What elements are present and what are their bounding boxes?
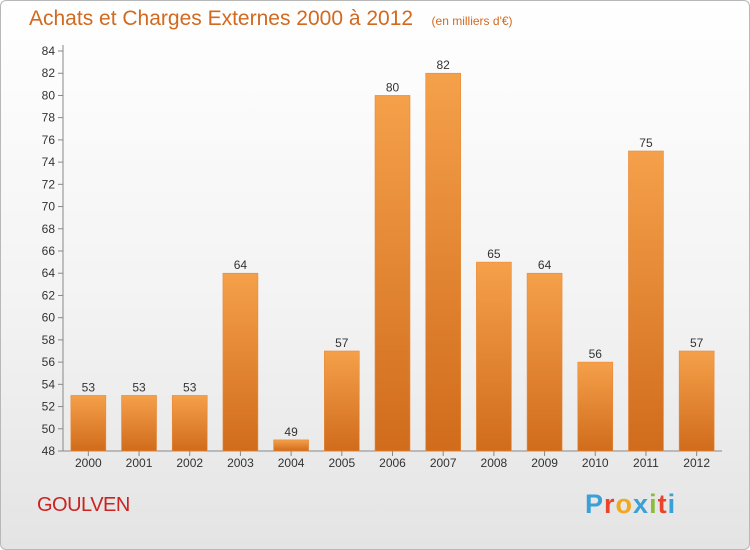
x-tick-label: 2004 xyxy=(278,456,305,470)
value-label: 49 xyxy=(284,425,298,439)
x-tick-label: 2008 xyxy=(481,456,508,470)
x-tick-label: 2002 xyxy=(176,456,203,470)
bar-2012 xyxy=(678,350,715,452)
y-tick-label: 76 xyxy=(42,133,56,147)
value-label: 75 xyxy=(639,136,653,150)
logo-letter: i xyxy=(667,489,677,519)
logo-letter: x xyxy=(633,489,650,519)
y-tick-label: 84 xyxy=(42,44,56,58)
y-tick-label: 74 xyxy=(42,155,56,169)
logo-letter: P xyxy=(585,489,605,519)
chart-title: Achats et Charges Externes 2000 à 2012 xyxy=(29,7,414,30)
title-row: Achats et Charges Externes 2000 à 2012 (… xyxy=(29,7,513,31)
value-label: 56 xyxy=(589,347,603,361)
y-tick-label: 68 xyxy=(42,222,56,236)
logo-letter: i xyxy=(649,489,658,519)
logo-letter: r xyxy=(604,489,616,519)
y-tick-label: 50 xyxy=(42,422,56,436)
x-tick-label: 2001 xyxy=(126,456,153,470)
value-label: 64 xyxy=(234,258,248,272)
value-label: 57 xyxy=(690,336,704,350)
y-tick-label: 48 xyxy=(42,444,56,458)
location-name: GOULVEN xyxy=(37,494,130,516)
y-tick-label: 66 xyxy=(42,244,56,258)
value-label: 65 xyxy=(487,247,501,261)
value-label: 82 xyxy=(437,58,451,72)
y-tick-label: 78 xyxy=(42,111,56,125)
value-label: 57 xyxy=(335,336,349,350)
y-tick-label: 70 xyxy=(42,200,56,214)
value-labels: 53 53 53 64 49 57 80 82 65 64 56 75 57 xyxy=(82,58,704,439)
bar-2000 xyxy=(70,395,107,452)
bar-2001 xyxy=(121,395,157,452)
y-tick-label: 60 xyxy=(42,311,56,325)
y-axis: 48 50 52 54 56 58 60 62 64 66 68 70 72 74 76 78 80 82 84 xyxy=(42,44,64,458)
bar-2004 xyxy=(273,439,309,452)
x-tick-label: 2003 xyxy=(227,456,254,470)
y-tick-label: 54 xyxy=(42,377,56,391)
value-label: 53 xyxy=(183,380,197,394)
bar-2005 xyxy=(324,350,360,452)
x-tick-label: 2009 xyxy=(531,456,558,470)
x-tick-label: 2006 xyxy=(379,456,406,470)
chart-subtitle: (en milliers d'€) xyxy=(431,14,513,28)
logo-letter: o xyxy=(615,489,634,519)
bar-2010 xyxy=(577,361,614,452)
x-tick-label: 2000 xyxy=(75,456,102,470)
bar-2011 xyxy=(628,150,664,452)
y-tick-label: 58 xyxy=(42,333,56,347)
y-tick-label: 62 xyxy=(42,288,56,302)
y-tick-label: 56 xyxy=(42,355,56,369)
value-label: 53 xyxy=(132,380,146,394)
y-tick-label: 52 xyxy=(42,400,56,414)
proxiti-logo: Proxiti xyxy=(585,489,676,520)
y-tick-label: 72 xyxy=(42,177,56,191)
x-tick-label: 2010 xyxy=(582,456,609,470)
bar-2007 xyxy=(425,72,461,452)
value-label: 80 xyxy=(386,80,400,94)
value-label: 64 xyxy=(538,258,552,272)
x-tick-label: 2007 xyxy=(430,456,457,470)
x-axis: 2000 2001 2002 2003 2004 2005 2006 2007 2008 2009… xyxy=(63,450,722,470)
y-tick-label: 64 xyxy=(42,266,56,280)
bar-2006 xyxy=(374,95,411,452)
x-tick-label: 2005 xyxy=(328,456,355,470)
bar-2009 xyxy=(526,272,563,452)
bar-2008 xyxy=(476,261,512,452)
x-tick-label: 2012 xyxy=(683,456,710,470)
bar-2003 xyxy=(222,272,259,452)
bars xyxy=(70,72,715,452)
logo-letter: t xyxy=(657,489,668,519)
y-tick-label: 80 xyxy=(42,88,56,102)
value-label: 53 xyxy=(82,380,96,394)
x-tick-label: 2011 xyxy=(633,456,659,470)
bar-2002 xyxy=(171,395,208,452)
y-tick-label: 82 xyxy=(42,66,56,80)
